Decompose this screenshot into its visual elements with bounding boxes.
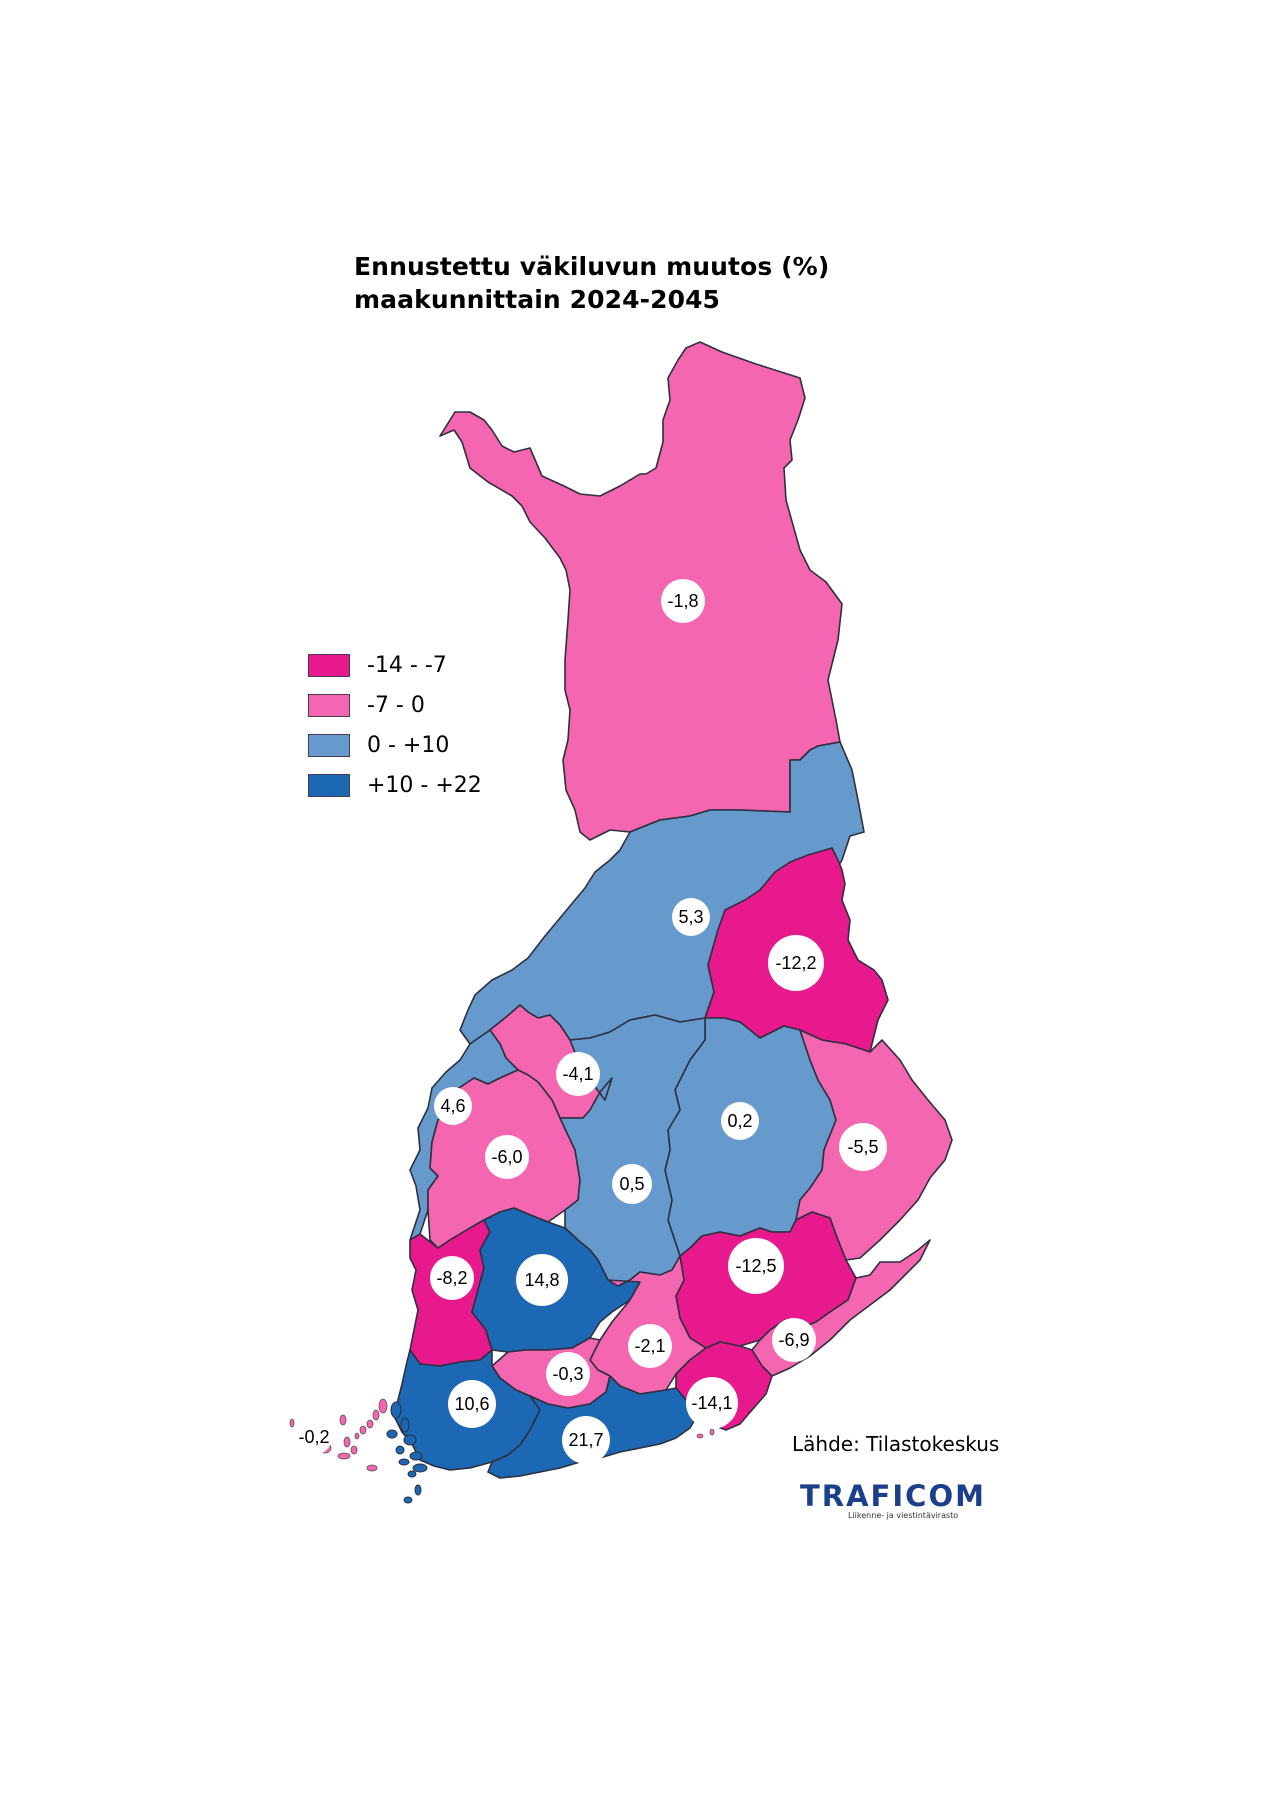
logo-subtitle: Liikenne- ja viestintävirasto	[848, 1511, 959, 1520]
gulf-islands	[696, 1428, 715, 1439]
legend-label: 0 - +10	[367, 732, 450, 758]
legend: -14 - -7 -7 - 0 0 - +10 +10 - +22	[308, 645, 482, 805]
svg-text:-4,1: -4,1	[562, 1064, 593, 1084]
svg-text:-6,0: -6,0	[491, 1147, 522, 1167]
map-title: Ennustettu väkiluvun muutos (%) maakunni…	[354, 250, 829, 316]
svg-text:-2,1: -2,1	[634, 1336, 665, 1356]
legend-item-light-pink: -7 - 0	[308, 685, 482, 725]
title-line-2: maakunnittain 2024-2045	[354, 285, 721, 314]
value-label-kainuu: -12,2	[768, 935, 824, 991]
value-label-uusimaa: 21,7	[562, 1416, 610, 1464]
legend-swatch	[308, 773, 350, 797]
svg-text:4,6: 4,6	[440, 1096, 465, 1116]
value-label-keski-suomi: 0,5	[612, 1164, 652, 1204]
svg-text:-5,5: -5,5	[847, 1137, 878, 1157]
legend-label: -14 - -7	[367, 652, 447, 678]
svg-text:-0,2: -0,2	[298, 1427, 329, 1447]
value-label-pohjois-karjala: -5,5	[839, 1123, 887, 1171]
legend-swatch	[308, 733, 350, 757]
value-label-etela-karjala: -6,9	[772, 1318, 816, 1362]
svg-text:0,2: 0,2	[727, 1111, 752, 1131]
svg-text:0,5: 0,5	[619, 1174, 644, 1194]
title-line-1: Ennustettu väkiluvun muutos (%)	[354, 252, 830, 281]
legend-item-light-blue: 0 - +10	[308, 725, 482, 765]
svg-text:10,6: 10,6	[454, 1394, 489, 1414]
value-label-etela-pohjanmaa: -6,0	[485, 1135, 529, 1179]
legend-item-dark-pink: -14 - -7	[308, 645, 482, 685]
value-label-pohjois-savo: 0,2	[721, 1102, 759, 1140]
svg-text:-6,9: -6,9	[778, 1330, 809, 1350]
value-label-pirkanmaa: 14,8	[516, 1254, 568, 1306]
value-label-paijat-hame: -2,1	[628, 1324, 672, 1368]
value-label-lappi: -1,8	[661, 579, 705, 623]
legend-label: -7 - 0	[367, 692, 425, 718]
logo-wordmark: TRAFICOM	[800, 1479, 986, 1513]
traficom-logo: TRAFICOM Liikenne- ja viestintävirasto	[800, 1479, 986, 1520]
svg-text:-14,1: -14,1	[691, 1393, 732, 1413]
svg-text:-12,5: -12,5	[735, 1256, 776, 1276]
svg-text:-12,2: -12,2	[775, 953, 816, 973]
value-label-satakunta: -8,2	[430, 1256, 474, 1300]
turku-archipelago	[386, 1401, 428, 1504]
value-label-pohjanmaa: 4,6	[434, 1087, 472, 1125]
legend-label: +10 - +22	[367, 772, 482, 798]
value-label-keski-pohjanmaa: -4,1	[556, 1052, 600, 1096]
svg-text:21,7: 21,7	[568, 1430, 603, 1450]
value-label-ahvenanmaa: -0,2	[296, 1419, 332, 1455]
svg-text:-8,2: -8,2	[436, 1268, 467, 1288]
svg-text:-0,3: -0,3	[552, 1364, 583, 1384]
value-label-pohjois-pohjanmaa: 5,3	[672, 898, 710, 936]
region-lappi	[439, 341, 843, 841]
legend-swatch	[308, 693, 350, 717]
legend-item-dark-blue: +10 - +22	[308, 765, 482, 805]
svg-text:5,3: 5,3	[678, 907, 703, 927]
legend-swatch	[308, 653, 350, 677]
svg-text:-1,8: -1,8	[667, 591, 698, 611]
svg-text:14,8: 14,8	[524, 1270, 559, 1290]
source-note: Lähde: Tilastokeskus	[792, 1432, 1000, 1456]
value-label-kymenlaakso: -14,1	[686, 1377, 738, 1429]
value-label-etela-savo: -12,5	[728, 1238, 784, 1294]
value-label-varsinais-suomi: 10,6	[448, 1380, 496, 1428]
value-label-kanta-hame: -0,3	[546, 1352, 590, 1396]
